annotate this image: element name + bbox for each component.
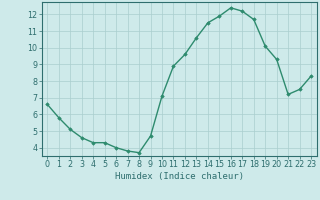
X-axis label: Humidex (Indice chaleur): Humidex (Indice chaleur) <box>115 172 244 181</box>
